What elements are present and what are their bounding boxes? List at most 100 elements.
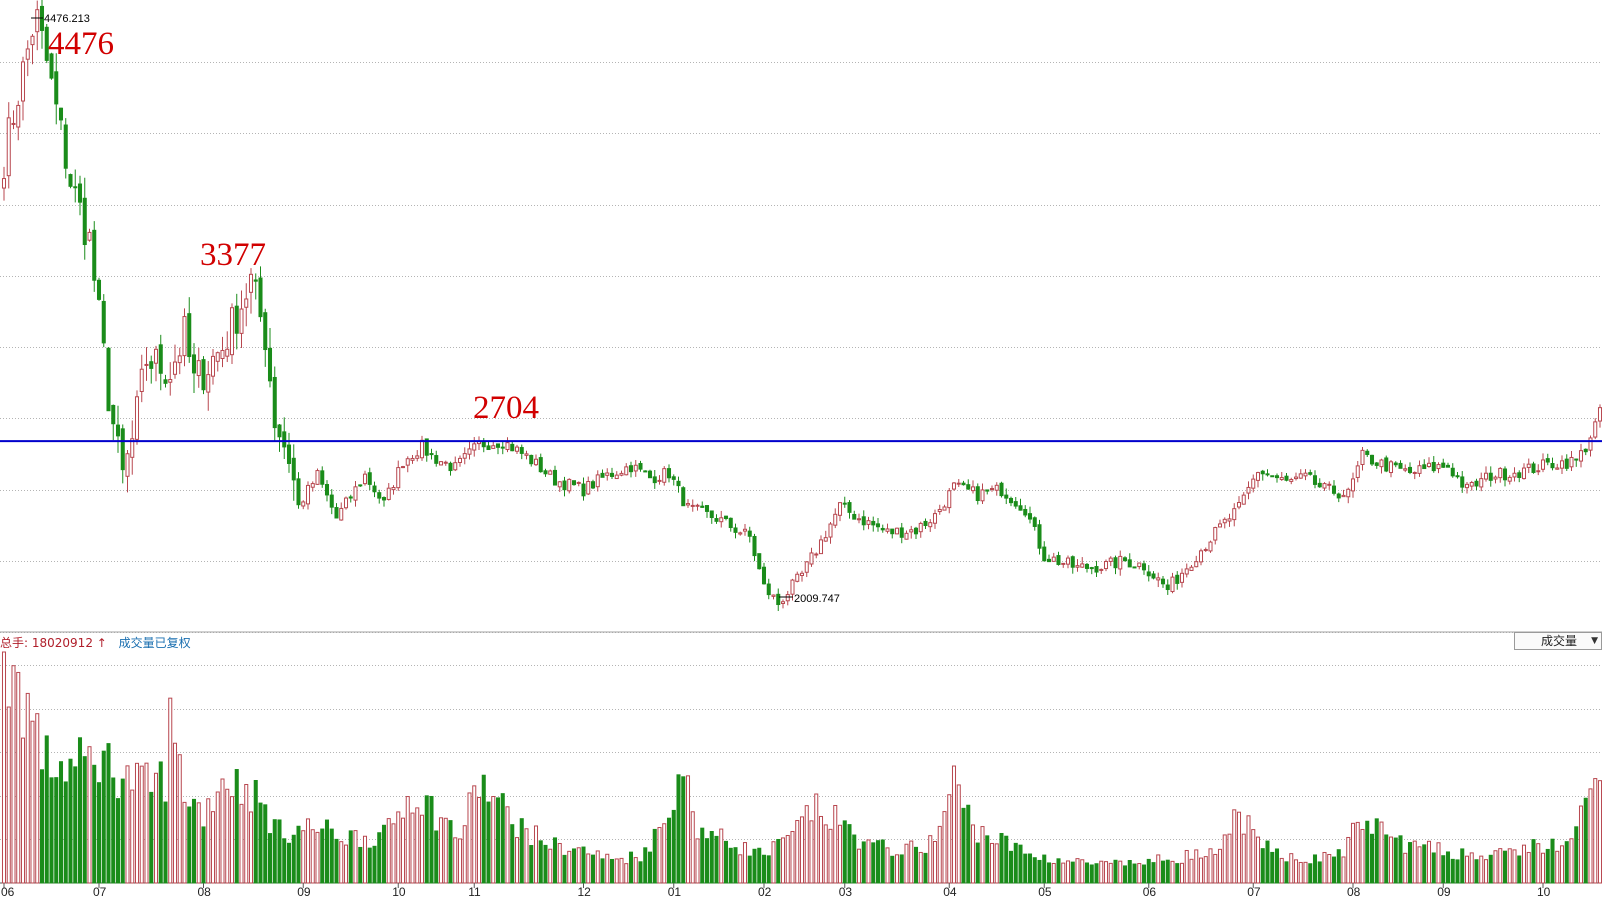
candle-body <box>1255 472 1261 481</box>
candle-body <box>1436 464 1441 470</box>
candle-body <box>30 35 35 46</box>
volume-bar <box>999 832 1004 884</box>
candle-body <box>267 347 273 382</box>
candle-body <box>424 438 429 456</box>
candle-body <box>942 506 947 511</box>
volume-bar <box>258 802 263 884</box>
candle-body <box>861 516 866 526</box>
candle-body <box>201 359 206 391</box>
candle-body <box>766 583 771 596</box>
volume-bar <box>139 765 144 884</box>
volume-bar <box>1232 809 1237 884</box>
candle-body <box>866 520 871 525</box>
volume-bar <box>837 824 843 884</box>
volume-bar <box>25 692 30 884</box>
volume-bar <box>1379 821 1384 884</box>
candle-body <box>1056 555 1061 565</box>
volume-bar <box>1165 859 1170 884</box>
volume-bar <box>1113 859 1118 884</box>
candle-body <box>1331 485 1337 494</box>
x-tick-label: 04 <box>943 885 957 899</box>
volume-bar <box>315 831 320 884</box>
volume-bar <box>1156 854 1161 884</box>
candle-body <box>695 504 700 507</box>
candle-body <box>334 507 339 519</box>
candle-body <box>719 517 724 523</box>
volume-bar <box>928 835 933 884</box>
candle-body <box>229 307 235 356</box>
candle-body <box>1189 566 1194 571</box>
volume-bar <box>1198 857 1204 884</box>
candle-body <box>491 445 496 449</box>
candle-body <box>49 53 54 79</box>
candle-body <box>966 484 971 490</box>
candle-body <box>1217 523 1223 528</box>
candle-body <box>1312 475 1318 485</box>
volume-bar <box>1246 815 1251 884</box>
volume-bar <box>638 861 643 884</box>
candle-body <box>1151 573 1156 579</box>
volume-bar <box>614 858 619 884</box>
candle-body <box>1502 468 1508 481</box>
candle-body <box>1545 458 1550 463</box>
candle-body <box>614 474 619 480</box>
volume-bar <box>168 697 173 884</box>
volume-bar <box>989 842 995 884</box>
candle-body <box>1246 486 1251 494</box>
volume-bar <box>229 796 235 884</box>
candle-body <box>301 501 306 507</box>
candle-body <box>999 482 1004 497</box>
volume-bar <box>652 828 657 884</box>
candle-body <box>172 361 178 375</box>
candle-body <box>206 374 211 393</box>
volume-bar <box>419 814 425 884</box>
volume-bar <box>234 769 239 884</box>
volume-bar <box>495 797 501 884</box>
candle-body <box>63 124 68 169</box>
candle-body <box>20 61 26 102</box>
candle-body <box>1108 557 1113 562</box>
candle-body <box>1583 448 1588 453</box>
candle-body <box>1450 467 1455 477</box>
volume-bar <box>44 735 49 884</box>
volume-bar <box>1336 849 1341 884</box>
volume-bar <box>761 854 767 884</box>
candle-body <box>1431 461 1436 472</box>
candle-body <box>1341 494 1346 498</box>
volume-bar <box>552 837 558 884</box>
candle-body <box>415 455 420 459</box>
volume-bar <box>657 827 662 884</box>
candle-body <box>1293 476 1299 480</box>
x-tick-label: 05 <box>1038 885 1052 899</box>
x-tick-label: 08 <box>198 885 212 899</box>
volume-bar <box>628 851 634 884</box>
volume-bar <box>481 774 486 884</box>
candle-body <box>709 510 714 519</box>
candle-body <box>1350 478 1356 492</box>
volume-bar <box>272 819 277 884</box>
volume-bar <box>263 804 268 884</box>
indicator-dropdown[interactable]: 成交量 ▼ <box>1514 632 1602 650</box>
volume-bar <box>961 807 966 884</box>
volume-bar <box>329 828 334 884</box>
candle-body <box>975 486 980 502</box>
volume-bar <box>1089 864 1094 884</box>
candle-body <box>1493 476 1498 480</box>
candle-body <box>134 396 140 440</box>
candle-body <box>1536 470 1541 473</box>
candle-body <box>467 448 472 455</box>
volume-bar <box>434 830 439 884</box>
volume-gridlines <box>0 665 1602 840</box>
candle-body <box>1080 563 1085 568</box>
volume-bar <box>381 824 387 884</box>
volume-bar <box>1046 862 1052 884</box>
candle-body <box>529 454 534 465</box>
volume-bar <box>1293 859 1299 884</box>
candle-body <box>961 482 966 486</box>
candle-body <box>605 472 610 476</box>
candle-body <box>1232 508 1237 521</box>
volume-bar <box>757 847 762 884</box>
candle-body <box>1179 572 1185 583</box>
volume-bar <box>709 831 714 884</box>
volume-bar <box>828 828 833 884</box>
